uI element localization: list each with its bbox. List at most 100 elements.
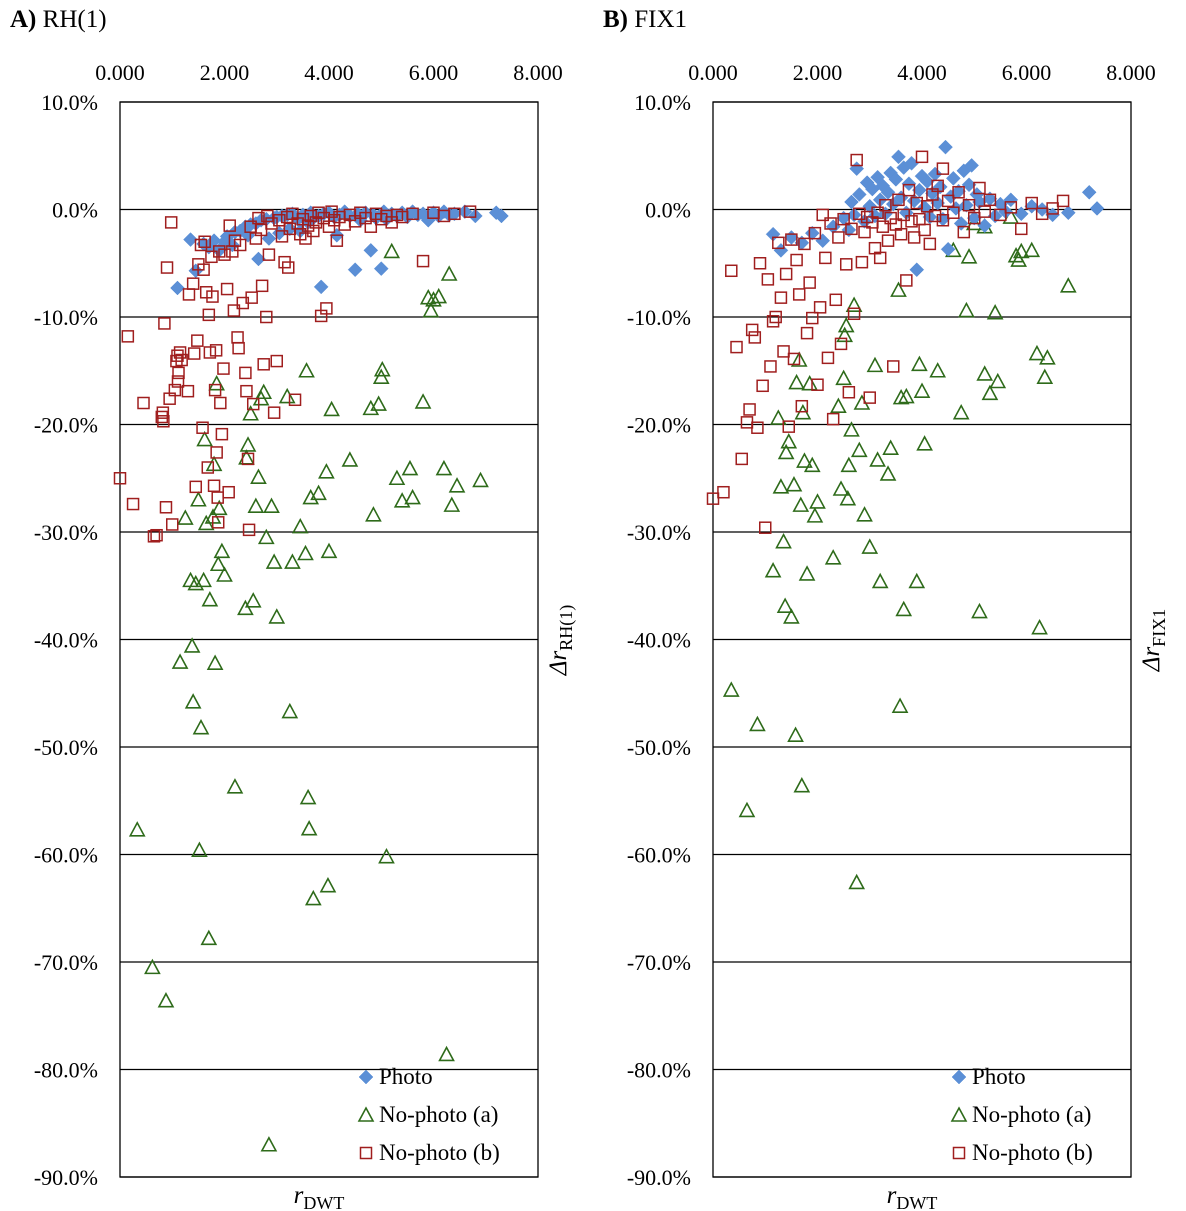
no-photo-a-point	[809, 493, 826, 509]
no-photo-a-point	[783, 608, 800, 624]
no-photo-b-point	[173, 346, 187, 359]
no-photo-b-point	[166, 518, 179, 531]
no-photo-b-point	[743, 403, 756, 416]
no-photo-b-point	[330, 234, 344, 247]
no-photo-a-point	[916, 435, 933, 451]
no-photo-a-point	[835, 369, 852, 386]
no-photo-b-point	[777, 345, 790, 358]
no-photo-a-point	[981, 384, 999, 401]
scatter-plot: 10.0% 0.0% -10.0% -20.0% -30.0% -40.0% -50.0% -…	[34, 60, 577, 1211]
legend-label: No-photo (a)	[379, 1102, 498, 1127]
photo-point	[964, 158, 979, 173]
no-photo-a-point	[895, 600, 913, 617]
no-photo-b-point	[813, 301, 827, 314]
no-photo-a-point	[882, 439, 899, 455]
no-photo-b-point	[260, 310, 273, 324]
photo-point	[1081, 184, 1097, 200]
photo-point	[170, 280, 185, 296]
no-photo-b-point	[829, 293, 843, 307]
no-photo-b-point	[936, 162, 950, 175]
no-photo-b-point	[147, 530, 161, 543]
no-photo-a-point	[341, 451, 359, 467]
series-diamond	[765, 139, 1105, 278]
no-photo-a-point	[861, 538, 879, 554]
series-square	[706, 150, 1070, 534]
no-photo-a-point	[182, 571, 199, 588]
no-photo-b-point	[902, 183, 916, 197]
no-photo-b-point	[850, 153, 863, 167]
no-photo-a-point	[448, 477, 466, 493]
no-photo-b-point	[187, 347, 201, 360]
no-photo-b-point	[240, 384, 253, 398]
no-photo-b-point	[171, 375, 185, 388]
no-photo-a-point	[749, 715, 766, 732]
no-photo-b-point	[215, 427, 229, 441]
no-photo-b-point	[189, 480, 203, 494]
no-photo-a-point	[788, 373, 805, 390]
no-photo-a-point	[891, 697, 909, 713]
y-tick-label: -10.0%	[627, 305, 691, 330]
no-photo-a-point	[210, 499, 228, 516]
no-photo-b-point	[463, 205, 477, 218]
photo-point	[373, 261, 389, 276]
photo-point	[938, 139, 953, 155]
x-tick-label: 2.000	[200, 60, 250, 85]
no-photo-b-point	[879, 198, 892, 212]
no-photo-a-point	[157, 992, 175, 1008]
no-photo-b-point	[254, 223, 268, 237]
y-tick-label: -80.0%	[627, 1058, 691, 1083]
no-photo-a-point	[879, 465, 897, 481]
no-photo-b-point	[952, 186, 965, 199]
y-tick-label: -60.0%	[34, 843, 98, 868]
no-photo-b-point	[172, 366, 185, 380]
no-photo-b-point	[928, 209, 942, 223]
no-photo-a-point	[971, 602, 988, 619]
no-photo-b-point	[164, 216, 178, 229]
no-photo-b-point	[764, 360, 777, 373]
no-photo-b-point	[753, 257, 767, 270]
y-tick-label: -20.0%	[627, 413, 691, 438]
no-photo-b-point	[182, 288, 196, 301]
no-photo-b-point	[241, 452, 255, 466]
panel-title: A) RH(1)	[10, 6, 107, 34]
no-photo-b-point	[273, 214, 286, 227]
no-photo-a-point	[1059, 277, 1077, 293]
no-photo-b-point	[832, 231, 845, 244]
no-photo-b-point	[892, 193, 905, 207]
no-photo-b-point	[923, 237, 937, 251]
no-photo-a-point	[976, 365, 994, 381]
no-photo-b-point	[936, 214, 950, 227]
no-photo-b-point	[834, 337, 848, 351]
no-photo-a-point	[843, 421, 860, 437]
legend: Photo No-photo (a) No-photo (b)	[950, 1064, 1093, 1165]
photo-point	[940, 241, 956, 257]
no-photo-a-point	[435, 459, 453, 476]
no-photo-a-point	[362, 399, 380, 416]
plot-frame	[119, 101, 539, 1178]
no-photo-a-point	[824, 549, 842, 565]
no-photo-a-point	[302, 488, 320, 505]
no-photo-a-point	[265, 553, 283, 569]
y-tick-label: -90.0%	[627, 1165, 691, 1190]
no-photo-b-point	[745, 323, 759, 337]
legend-label: No-photo (b)	[379, 1140, 500, 1165]
no-photo-a-point	[1012, 242, 1030, 259]
no-photo-b-point	[808, 226, 822, 240]
no-photo-b-point	[261, 209, 274, 223]
no-photo-a-point	[184, 693, 202, 709]
no-photo-a-point	[952, 403, 970, 420]
no-photo-b-point	[207, 479, 221, 493]
y-tick-label: -90.0%	[34, 1165, 98, 1190]
no-photo-b-point	[826, 412, 840, 426]
no-photo-b-point	[853, 207, 866, 221]
photo-point	[844, 194, 859, 210]
y-tick-label: -70.0%	[627, 950, 691, 975]
no-photo-a-point	[908, 572, 926, 589]
photo-point	[1089, 201, 1105, 216]
no-photo-a-point	[183, 637, 201, 653]
y-axis-title-sub: RH(1)	[556, 605, 577, 651]
no-photo-a-point	[1039, 349, 1056, 365]
no-photo-b-point	[191, 334, 204, 347]
series-square	[113, 205, 477, 543]
no-photo-a-point	[297, 544, 314, 561]
